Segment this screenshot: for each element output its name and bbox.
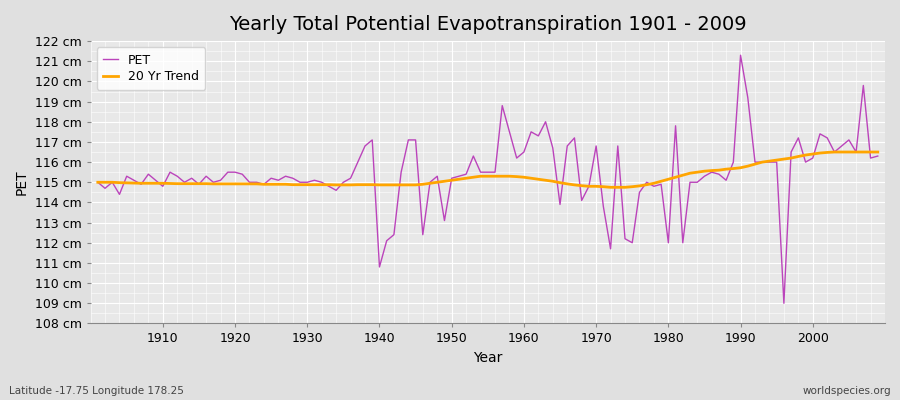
Y-axis label: PET: PET (15, 170, 29, 195)
PET (605, 246, 616, 251)
20 Yr Trend (150, 181, 161, 186)
X-axis label: Year: Year (473, 351, 502, 365)
PET (150, 178, 161, 183)
PET (735, 53, 746, 58)
Title: Yearly Total Potential Evapotranspiration 1901 - 2009: Yearly Total Potential Evapotranspiratio… (229, 15, 747, 34)
20 Yr Trend (612, 185, 623, 190)
20 Yr Trend (353, 182, 364, 187)
20 Yr Trend (518, 175, 529, 180)
PET (93, 180, 104, 185)
Text: Latitude -17.75 Longitude 178.25: Latitude -17.75 Longitude 178.25 (9, 386, 184, 396)
Line: PET: PET (98, 55, 878, 303)
20 Yr Trend (309, 182, 320, 187)
Text: worldspecies.org: worldspecies.org (803, 386, 891, 396)
PET (518, 150, 529, 154)
PET (309, 178, 320, 183)
20 Yr Trend (872, 150, 883, 154)
PET (778, 301, 789, 306)
20 Yr Trend (511, 174, 522, 179)
PET (872, 154, 883, 158)
PET (353, 160, 364, 164)
PET (511, 156, 522, 160)
Legend: PET, 20 Yr Trend: PET, 20 Yr Trend (97, 47, 205, 90)
20 Yr Trend (93, 180, 104, 185)
Line: 20 Yr Trend: 20 Yr Trend (98, 152, 878, 187)
20 Yr Trend (829, 150, 840, 154)
20 Yr Trend (605, 185, 616, 190)
